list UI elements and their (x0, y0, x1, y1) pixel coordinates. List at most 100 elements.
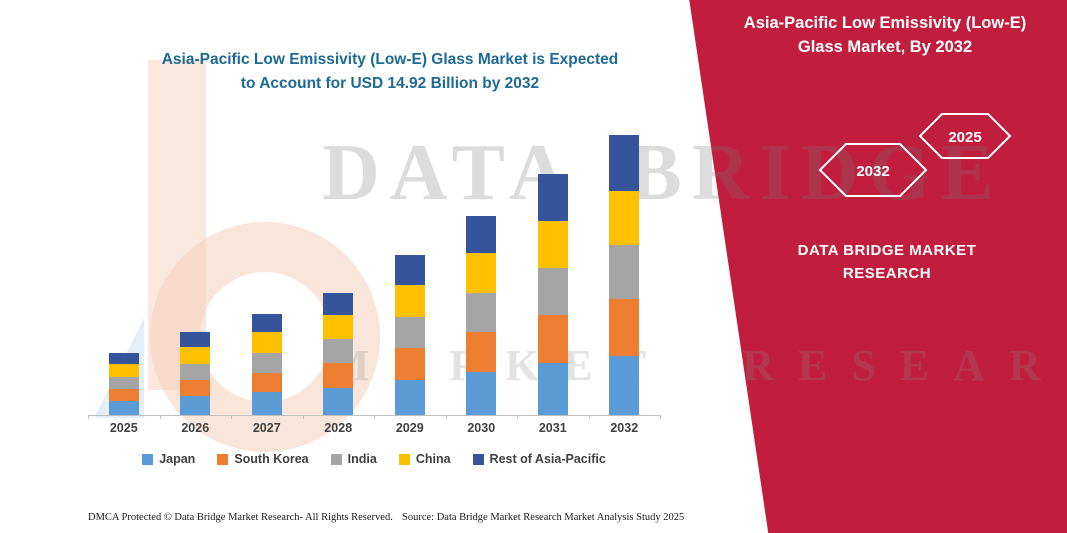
bar-segment-japan (537, 363, 568, 415)
x-axis-labels: 2025 2026 2027 2028 2029 2030 2031 2032 (88, 421, 660, 435)
axis-tick (231, 415, 232, 419)
bar-segment-south-korea (323, 363, 354, 388)
bar-segment-rest-of-asia-pacific (537, 174, 568, 222)
bar-segment-south-korea (394, 348, 425, 381)
legend-label: India (347, 452, 377, 466)
axis-tick (517, 415, 518, 419)
bar-segment-japan (609, 355, 640, 415)
stacked-bar-2027 (251, 313, 282, 415)
bar-segment-japan (466, 371, 497, 415)
bar-segment-india (537, 268, 568, 316)
bar-segment-china (466, 253, 497, 293)
legend-item-india: India (330, 452, 377, 466)
footer-source: Source: Data Bridge Market Research Mark… (402, 512, 685, 523)
hexagon-2025-outline (918, 113, 1012, 159)
legend-swatch (142, 453, 154, 465)
axis-tick (660, 415, 661, 419)
bar-segment-china (609, 191, 640, 245)
bar-segment-rest-of-asia-pacific (394, 255, 425, 286)
hexagon-2025-label: 2025 (948, 129, 981, 146)
bar-slot (160, 332, 232, 415)
bar-segment-south-korea (466, 332, 497, 372)
x-axis-label: 2032 (610, 421, 639, 435)
bar-segment-japan (394, 380, 425, 415)
bar-segment-japan (180, 396, 211, 415)
bar-segment-rest-of-asia-pacific (108, 353, 139, 365)
bar-slot (303, 292, 375, 415)
bar-segment-japan (251, 392, 282, 415)
watermark-line2: MARKET RESEARCH (328, 341, 1067, 390)
legend-item-south-korea: South Korea (217, 452, 309, 466)
legend-swatch (472, 453, 484, 465)
axis-tick (302, 415, 304, 419)
bar-segment-rest-of-asia-pacific (466, 215, 497, 254)
stacked-bar-2028 (323, 292, 354, 415)
bar-segment-china (537, 221, 568, 269)
bar-segment-china (394, 285, 425, 318)
x-axis-label: 2028 (324, 421, 353, 435)
bar-segment-south-korea (251, 372, 282, 393)
stacked-bar-2029 (394, 255, 425, 415)
x-axis-label: 2030 (467, 421, 496, 435)
x-axis-label: 2031 (538, 421, 567, 435)
hexagon-badges: 2032 2025 (818, 106, 1028, 226)
bar-segment-south-korea (537, 315, 568, 364)
bar-segment-india (323, 338, 354, 364)
stacked-bar-2032 (609, 134, 640, 415)
axis-tick (588, 415, 590, 419)
axis-tick (374, 415, 375, 419)
bar-segment-china (180, 347, 211, 365)
footer-dmca: DMCA Protected © Data Bridge Market Rese… (88, 512, 393, 523)
bar-segment-india (394, 317, 425, 349)
hexagon-2032-label: 2032 (856, 163, 889, 180)
bar-slot (517, 174, 589, 415)
stacked-bar-2030 (466, 215, 497, 415)
bar-segment-china (108, 364, 139, 377)
bar-segment-south-korea (609, 298, 640, 356)
bar-segment-rest-of-asia-pacific (609, 134, 640, 192)
legend-swatch (330, 453, 342, 465)
bar-segment-india (609, 244, 640, 299)
legend-label: South Korea (234, 452, 309, 466)
axis-tick (88, 415, 89, 419)
bar-segment-china (251, 332, 282, 354)
bar-segment-japan (108, 400, 139, 415)
bar-segment-south-korea (108, 388, 139, 401)
x-axis-label: 2025 (109, 421, 138, 435)
stacked-bar-2026 (180, 332, 211, 415)
bar-segment-india (180, 364, 211, 381)
legend-label: Japan (159, 452, 196, 466)
x-axis-ticks (88, 415, 661, 419)
bar-segment-india (466, 292, 497, 333)
bar-slot (446, 215, 518, 415)
legend-item-rest-of-asia-pacific: Rest of Asia-Pacific (472, 452, 606, 466)
chart-title-line2: to Account for USD 14.92 Billion by 2032 (240, 75, 540, 93)
axis-tick (159, 415, 161, 419)
banner-title: Asia-Pacific Low Emissivity (Low-E) Glas… (743, 14, 1027, 56)
x-axis-label: 2026 (181, 421, 210, 435)
chart-title-line1: Asia-Pacific Low Emissivity (Low-E) Glas… (161, 51, 619, 68)
x-axis-label: 2029 (395, 421, 424, 435)
bar-segment-rest-of-asia-pacific (180, 332, 211, 348)
bar-slot (589, 134, 661, 415)
legend-label: Rest of Asia-Pacific (489, 452, 606, 466)
axis-tick (445, 415, 447, 419)
bar-segment-india (108, 376, 139, 389)
bar-segment-rest-of-asia-pacific (251, 313, 282, 333)
legend-item-china: China (398, 452, 451, 466)
x-axis-label: 2027 (252, 421, 281, 435)
bar-segment-south-korea (180, 380, 211, 397)
legend-label: China (415, 452, 451, 466)
legend-swatch (398, 453, 410, 465)
stacked-bar-2025 (108, 353, 139, 415)
bar-slot (231, 313, 303, 415)
bar-segment-rest-of-asia-pacific (323, 292, 354, 315)
bar-slot (374, 255, 446, 415)
stacked-bar-2031 (537, 174, 568, 415)
bar-slot (88, 353, 160, 415)
bar-segment-india (251, 353, 282, 373)
legend-item-japan: Japan (142, 452, 195, 466)
brand-name: DATA BRIDGE MARKET RESEARCH (797, 242, 977, 282)
hexagon-2032-outline (818, 143, 928, 197)
